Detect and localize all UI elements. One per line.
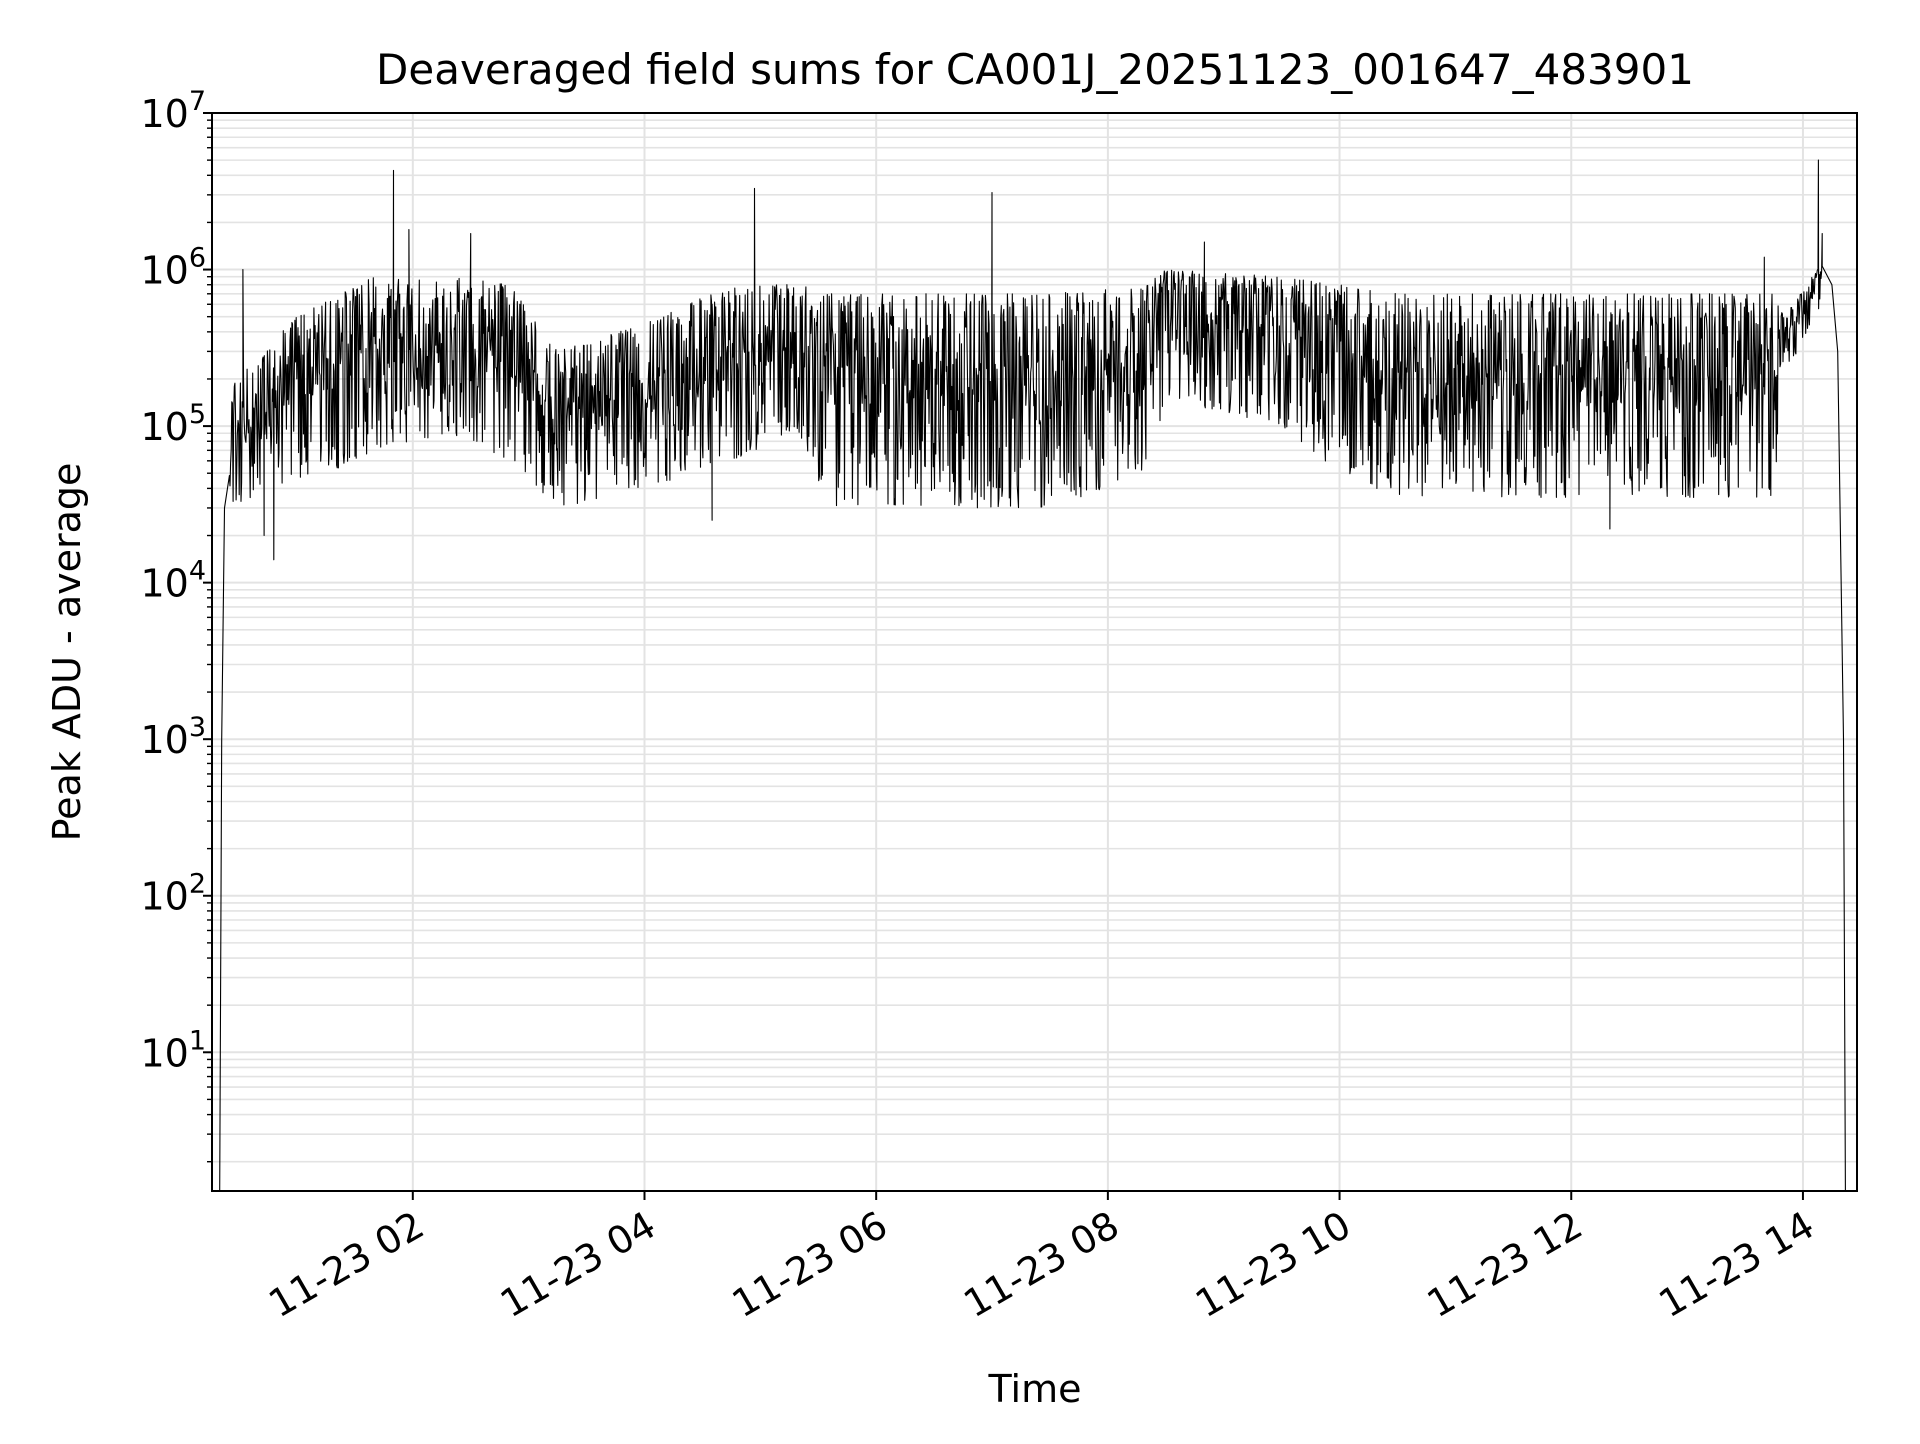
series-line (219, 159, 1846, 1191)
chart-title: Deaveraged field sums for CA001J_2025112… (376, 45, 1694, 94)
data-line-group (219, 159, 1846, 1191)
y-tick-label: 102 (140, 869, 206, 919)
x-axis-label: Time (988, 1367, 1082, 1411)
y-axis: 101 102 103 104 105 106 107 (140, 86, 212, 1163)
minor-grid (212, 119, 1857, 1163)
y-tick-label: 107 (140, 86, 206, 136)
y-tick-label: 103 (140, 712, 206, 762)
y-tick-label: 106 (140, 243, 206, 293)
y-tick-label: 104 (140, 556, 206, 606)
plot-frame (211, 112, 1858, 1192)
y-tick-label: 105 (140, 399, 206, 449)
y-axis-label: Peak ADU - average (45, 463, 89, 842)
y-tick-label: 101 (140, 1025, 206, 1075)
